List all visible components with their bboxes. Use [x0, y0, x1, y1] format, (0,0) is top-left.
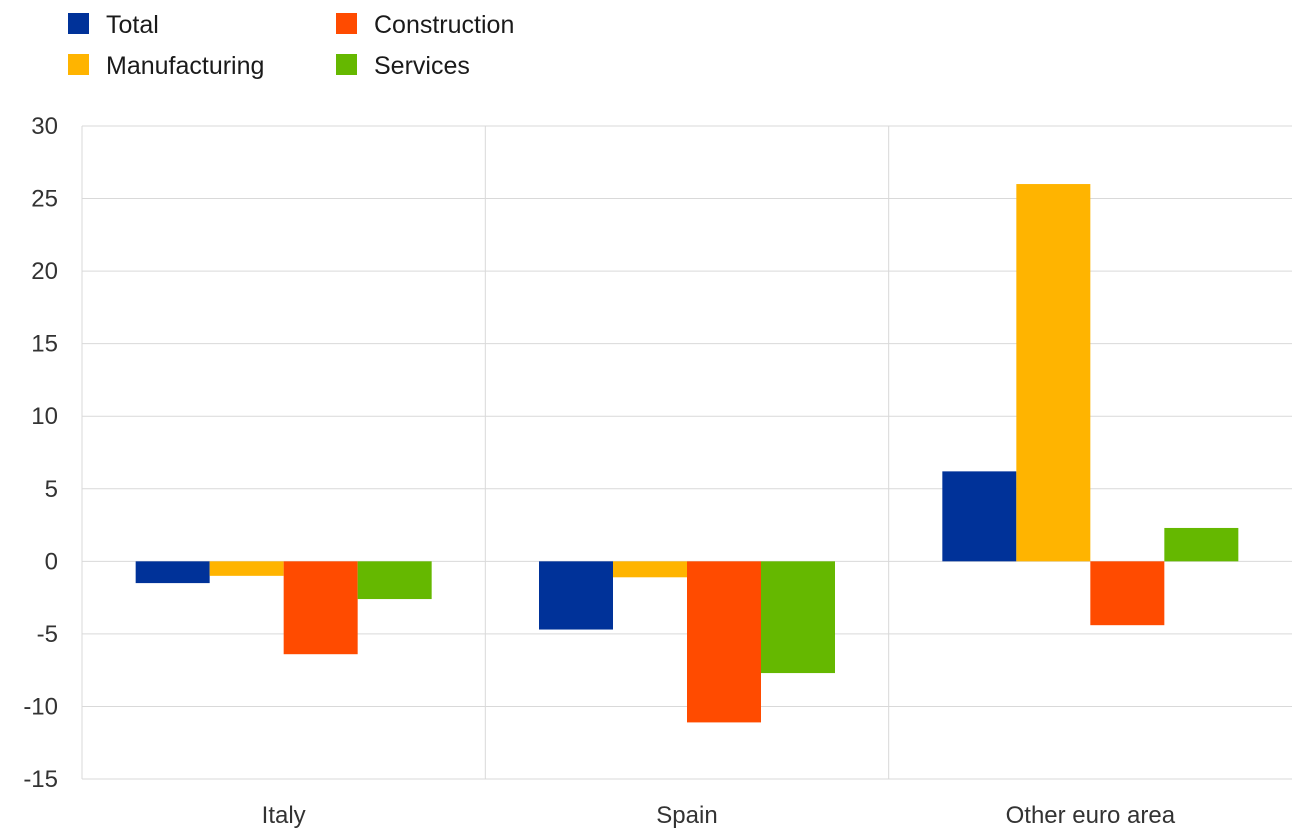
bar-total-italy	[135, 561, 210, 584]
legend: Total Construction Manufacturing Services	[68, 11, 514, 80]
grid-lines	[81, 125, 1292, 780]
y-tick-label: -10	[23, 693, 58, 720]
y-tick-label: -5	[37, 621, 58, 648]
legend-swatch-construction	[336, 13, 357, 34]
legend-swatch-services	[336, 54, 357, 75]
x-tick-label: Spain	[656, 802, 717, 829]
legend-label-services: Services	[374, 52, 470, 80]
bar-services-spain	[761, 561, 835, 674]
y-tick-label: 5	[45, 476, 58, 503]
y-tick-label: 10	[31, 403, 58, 430]
y-tick-label: 20	[31, 258, 58, 285]
legend-label-manufacturing: Manufacturing	[106, 52, 264, 80]
bar-manufacturing-italy	[209, 561, 284, 576]
bars	[135, 184, 1239, 723]
x-tick-label: Italy	[262, 802, 306, 829]
bar-total-other-euro-area	[942, 471, 1017, 562]
bar-manufacturing-other-euro-area	[1016, 184, 1091, 562]
legend-swatch-total	[68, 13, 89, 34]
y-tick-label: 25	[31, 186, 58, 213]
bar-total-spain	[539, 561, 613, 630]
legend-label-construction: Construction	[374, 11, 514, 39]
legend-label-total: Total	[106, 11, 159, 39]
x-axis-tick-labels: Italy Spain Other euro area	[262, 802, 1176, 829]
y-tick-label: -15	[23, 766, 58, 793]
bar-services-italy	[357, 561, 432, 600]
y-tick-label: 15	[31, 331, 58, 358]
bar-construction-italy	[283, 561, 358, 655]
bar-manufacturing-spain	[613, 561, 687, 578]
y-tick-label: 0	[45, 548, 58, 575]
y-axis-tick-labels: 30 25 20 15 10 5 0 -5 -10 -15	[23, 113, 58, 793]
x-tick-label: Other euro area	[1006, 802, 1176, 829]
bar-construction-spain	[687, 561, 761, 723]
legend-swatch-manufacturing	[68, 54, 89, 75]
bar-services-other-euro-area	[1164, 527, 1239, 562]
y-tick-label: 30	[31, 113, 58, 140]
bar-construction-other-euro-area	[1090, 561, 1165, 626]
